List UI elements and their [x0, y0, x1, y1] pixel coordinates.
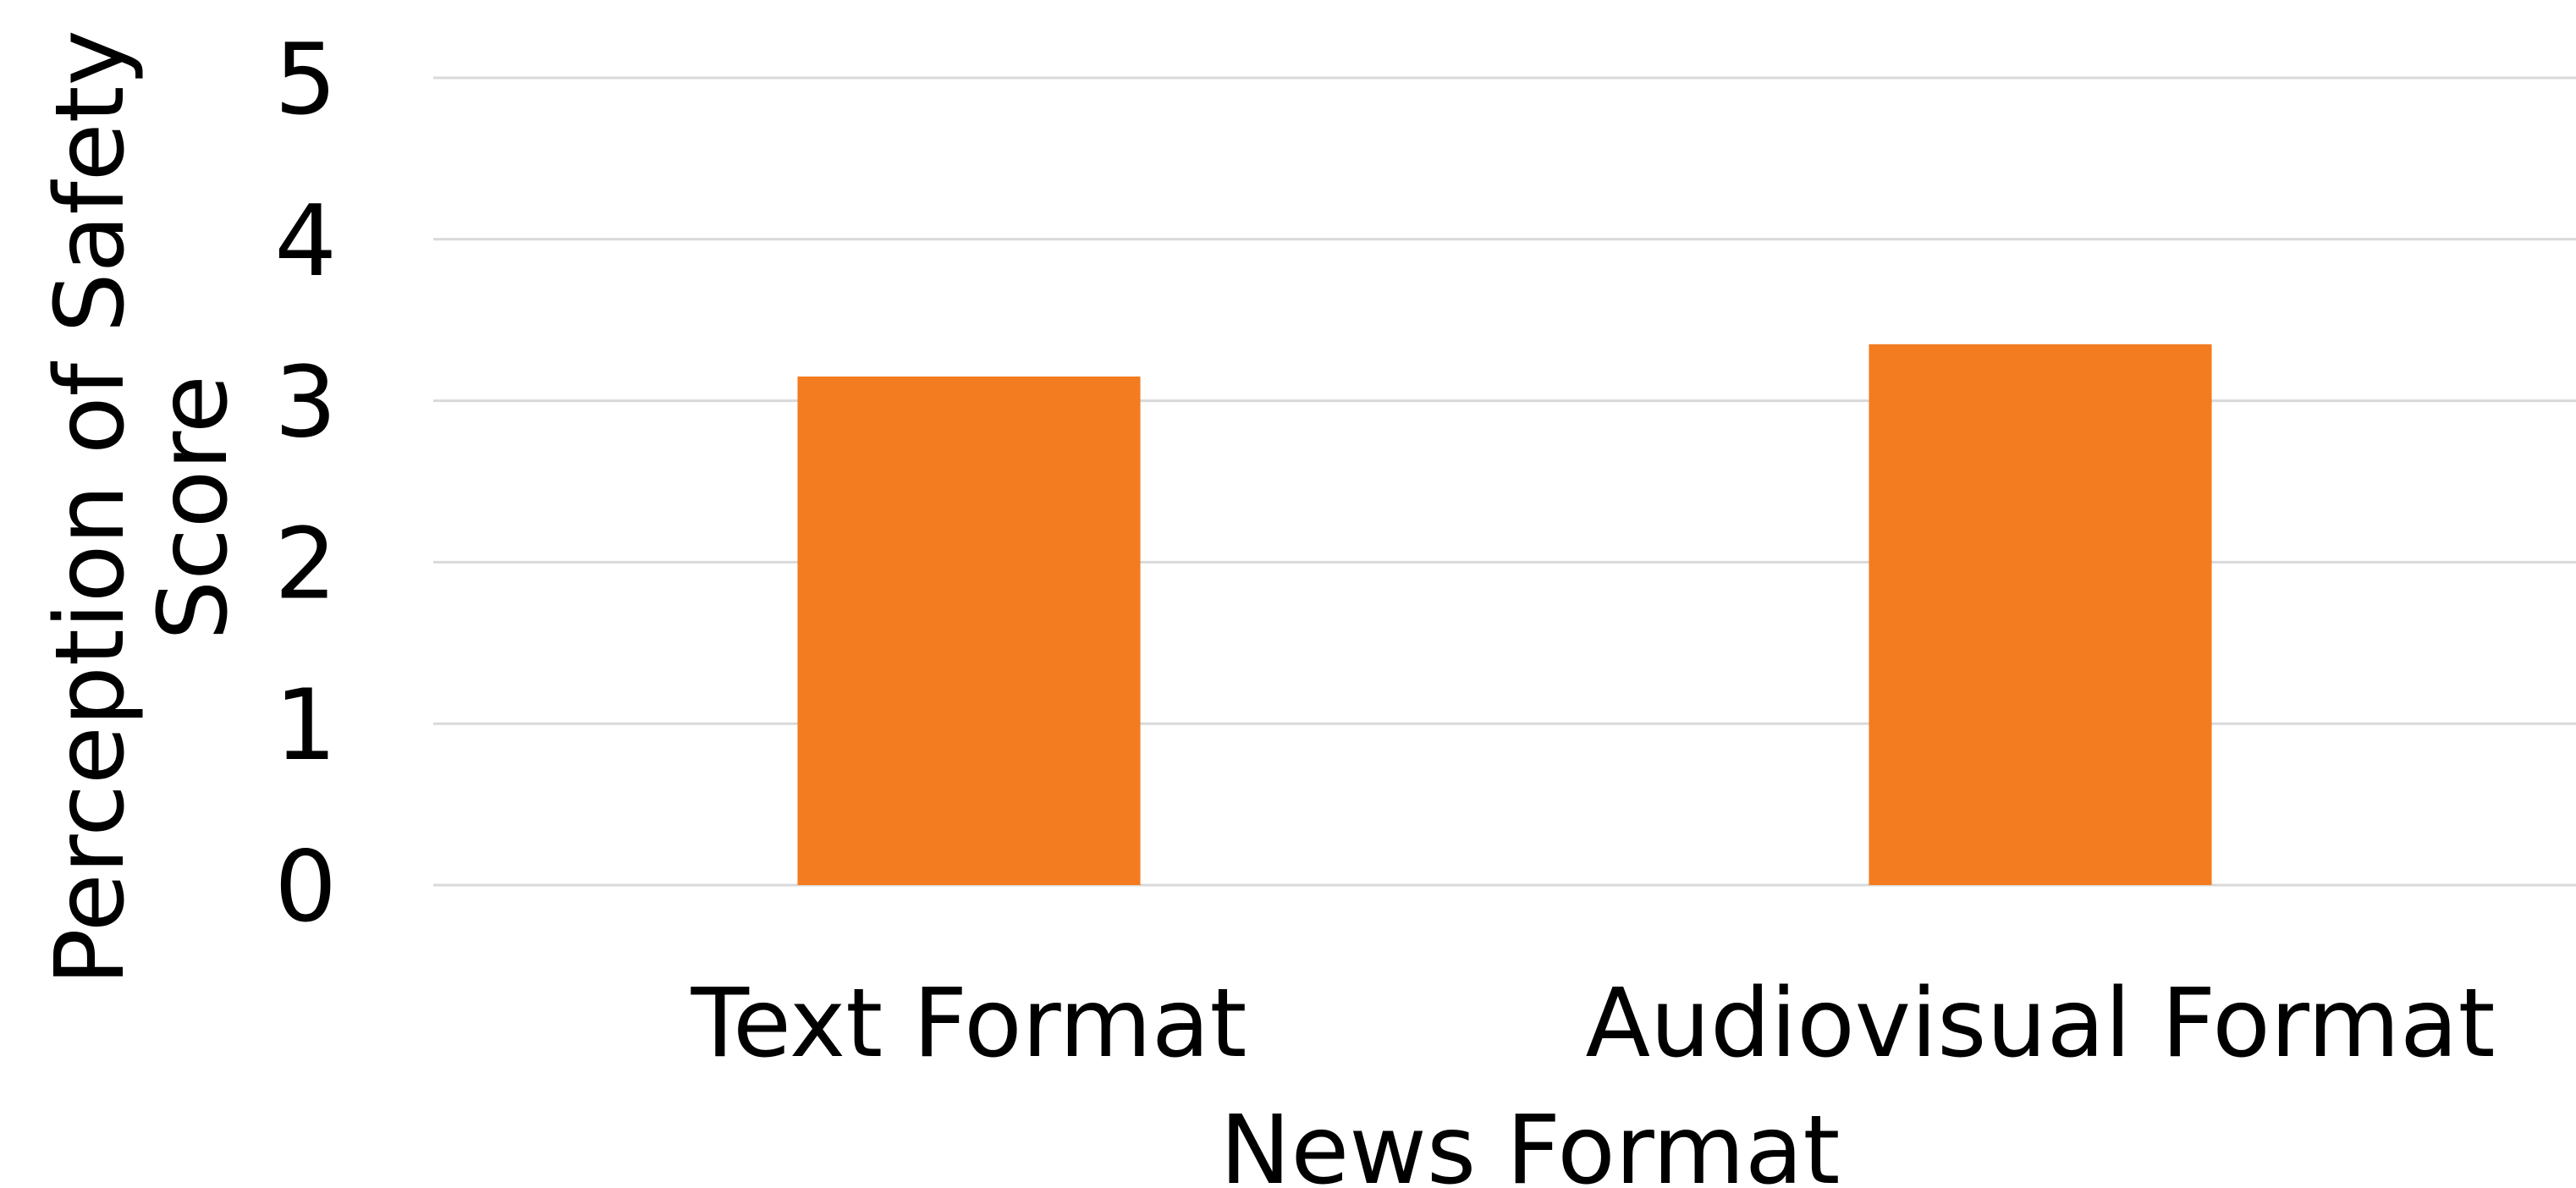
bar-text-format — [797, 376, 1141, 886]
y-tick-label-3: 3 — [274, 346, 337, 460]
x-category-label-audiovisual-format: Audiovisual Format — [1585, 969, 2495, 1079]
x-category-label-text-format: Text Format — [691, 969, 1247, 1079]
gridlines — [433, 76, 2576, 887]
x-category-labels: Text Format Audiovisual Format — [691, 969, 2496, 1079]
y-tick-label-5: 5 — [274, 23, 337, 137]
bar-audiovisual-format — [1869, 344, 2212, 885]
y-tick-label-2: 2 — [274, 507, 337, 621]
y-tick-label-0: 0 — [274, 830, 337, 944]
y-axis-title-line-2: Score — [139, 375, 249, 641]
bars — [797, 344, 2212, 886]
y-tick-label-1: 1 — [274, 668, 337, 783]
y-axis-title: Perception of Safety Score — [36, 30, 249, 986]
y-tick-labels: 0 1 2 3 4 5 — [274, 23, 337, 944]
x-axis-title: News Format — [1220, 1096, 1841, 1188]
y-axis-title-line-1: Perception of Safety — [36, 30, 146, 986]
y-tick-label-4: 4 — [274, 184, 337, 299]
